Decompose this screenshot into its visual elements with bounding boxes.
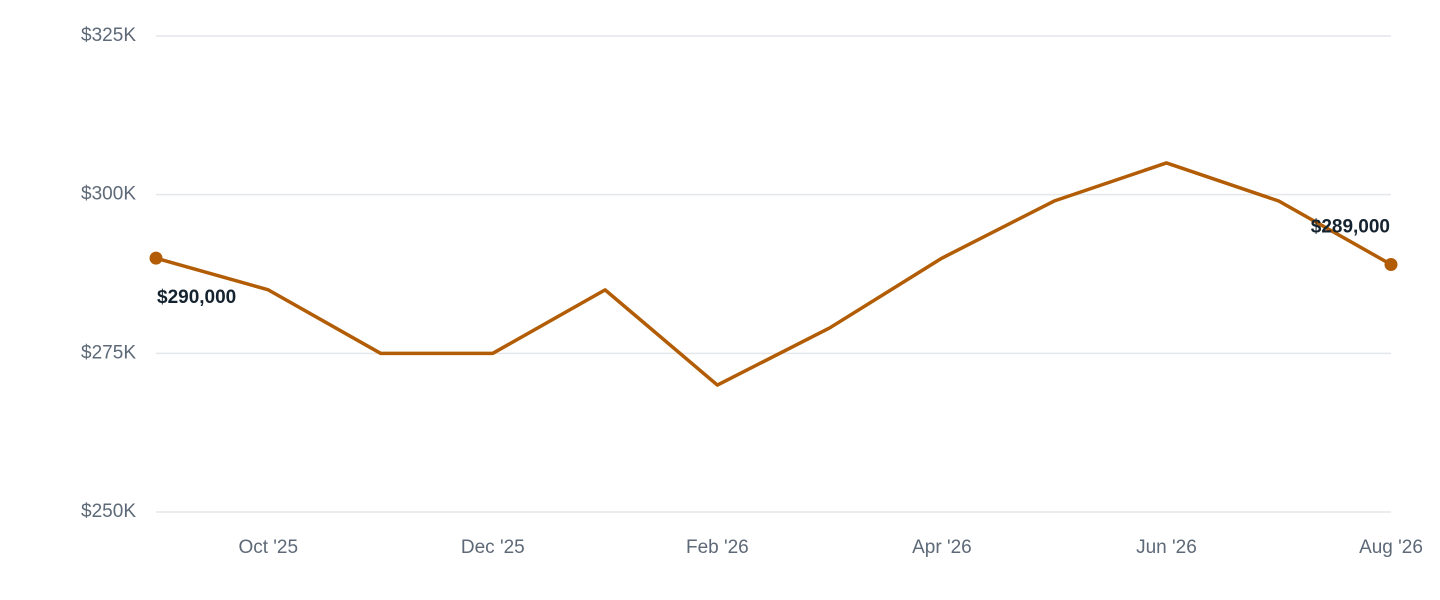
y-tick-label: $250K — [81, 501, 136, 522]
x-tick-label: Dec '25 — [461, 537, 525, 558]
value-label: $289,000 — [1311, 216, 1390, 237]
y-tick-label: $275K — [81, 342, 136, 363]
x-tick-label: Jun '26 — [1136, 537, 1197, 558]
line — [155, 161, 1392, 387]
x-tick-label: Feb '26 — [686, 537, 749, 558]
end-point — [1384, 257, 1398, 271]
y-tick-label: $325K — [81, 25, 136, 46]
value-label: $290,000 — [157, 287, 236, 308]
x-tick-label: Oct '25 — [238, 537, 298, 558]
x-tick-label: Aug '26 — [1359, 537, 1423, 558]
end-point — [149, 251, 163, 265]
y-tick-label: $300K — [81, 184, 136, 205]
x-tick-label: Apr '26 — [912, 537, 972, 558]
